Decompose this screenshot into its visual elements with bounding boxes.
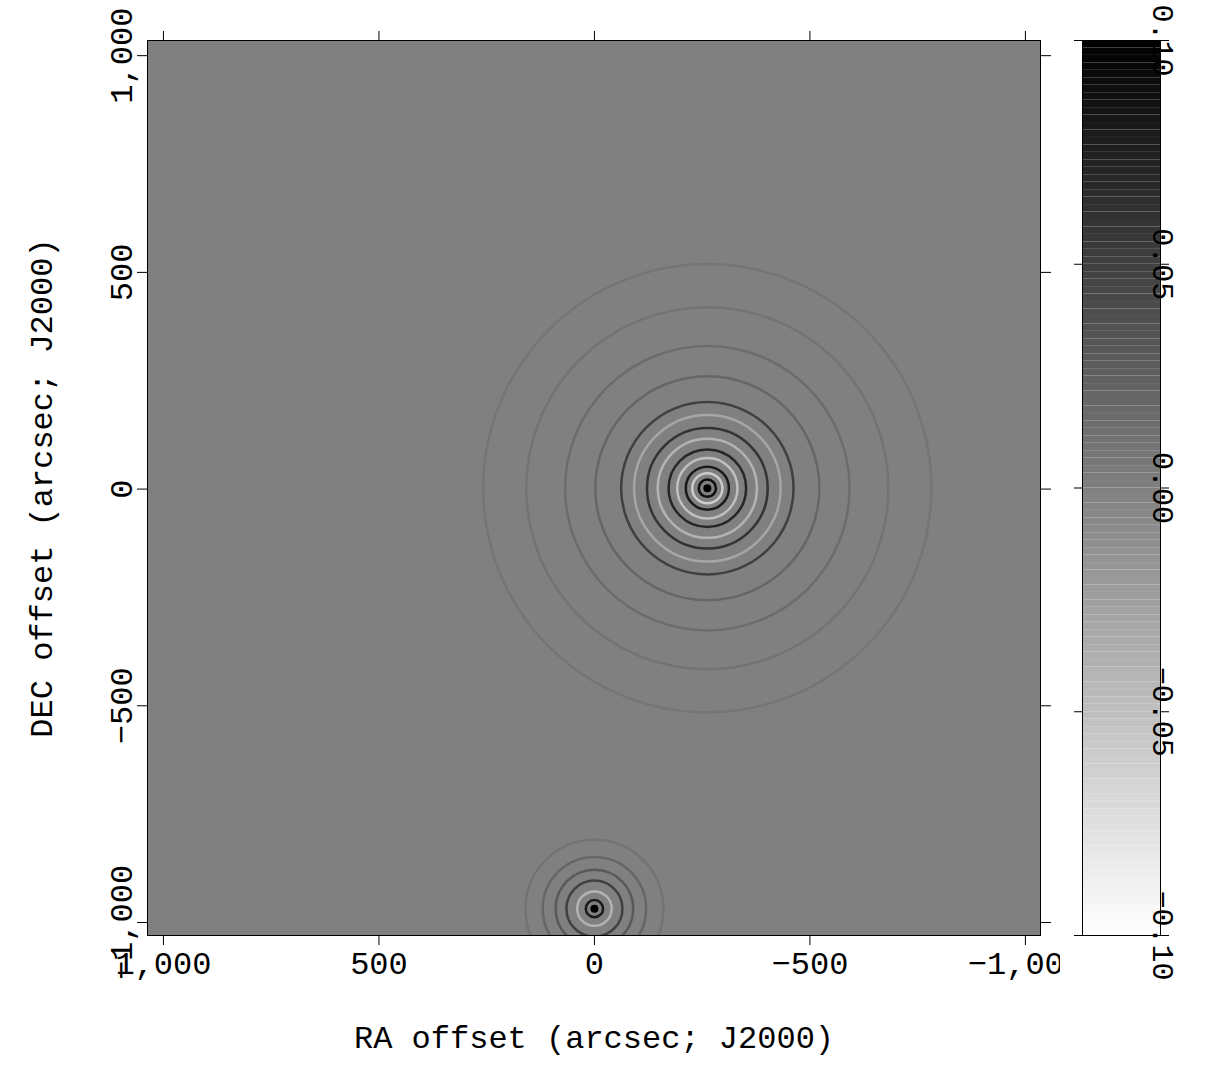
svg-text:1,000: 1,000 [115, 947, 212, 985]
svg-text:0.10: 0.10 [1144, 4, 1178, 76]
svg-text:−500: −500 [105, 667, 142, 744]
svg-text:−0.05: −0.05 [1144, 667, 1178, 757]
svg-text:−0.10: −0.10 [1144, 890, 1178, 980]
svg-text:500: 500 [105, 244, 142, 302]
svg-text:−1,000: −1,000 [968, 947, 1060, 984]
svg-text:1,000: 1,000 [105, 8, 142, 104]
svg-text:RA offset (arcsec; J2000): RA offset (arcsec; J2000) [354, 1021, 834, 1058]
svg-text:−500: −500 [772, 947, 849, 984]
svg-text:0.05: 0.05 [1144, 228, 1178, 300]
svg-text:0.00: 0.00 [1144, 452, 1178, 524]
svg-text:−1,000: −1,000 [105, 865, 142, 980]
svg-text:500: 500 [350, 947, 408, 984]
svg-text:0: 0 [105, 479, 142, 498]
svg-text:0: 0 [585, 947, 604, 984]
svg-text:DEC offset (arcsec; J2000): DEC offset (arcsec; J2000) [25, 238, 62, 737]
